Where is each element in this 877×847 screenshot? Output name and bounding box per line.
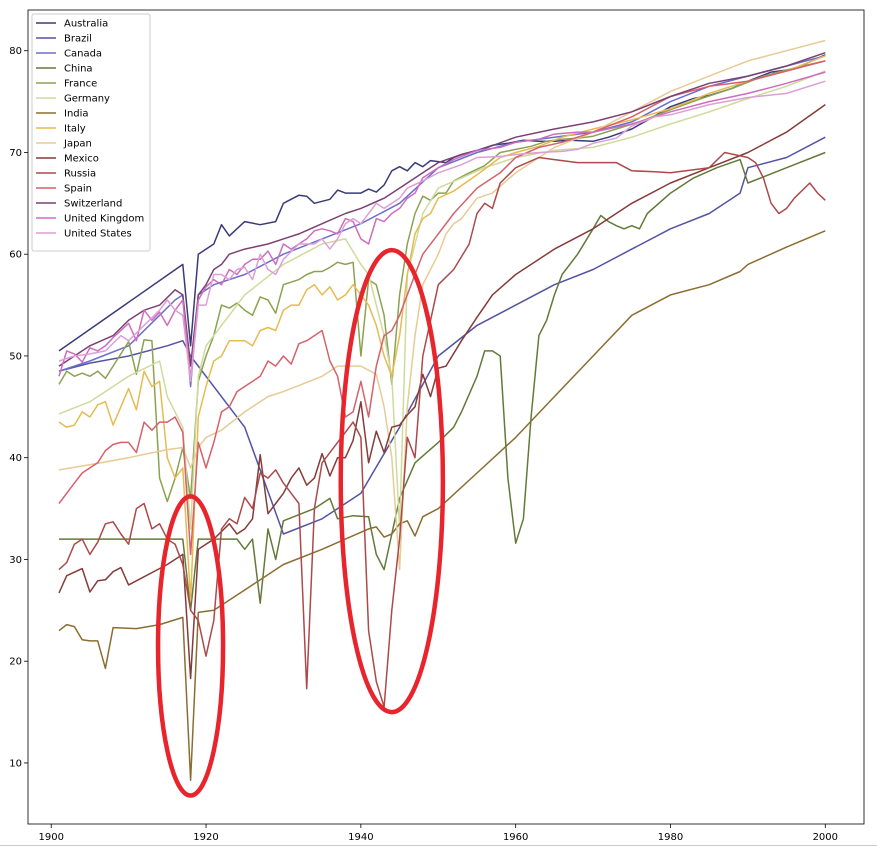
series-line-united-states (58, 80, 826, 383)
y-tick-label: 20 (9, 657, 22, 668)
legend-label-india: India (64, 109, 89, 120)
series-line-united-kingdom (58, 71, 826, 381)
x-tick-label: 1960 (503, 832, 528, 843)
y-tick-label: 50 (9, 351, 22, 362)
x-tick-label: 1980 (658, 832, 683, 843)
legend-label-france: France (64, 79, 97, 90)
legend-label-united-states: United States (64, 229, 132, 240)
legend-label-japan: Japan (63, 139, 92, 150)
legend-label-spain: Spain (64, 184, 92, 195)
legend-label-canada: Canada (64, 49, 102, 60)
series-line-italy (58, 55, 826, 601)
y-tick-label: 80 (9, 46, 22, 57)
legend-label-italy: Italy (64, 124, 86, 135)
y-tick-label: 10 (9, 758, 22, 769)
x-tick-label: 1940 (348, 832, 373, 843)
axes-frame (27, 9, 865, 825)
y-tick-label: 60 (9, 250, 22, 261)
legend-label-china: China (64, 64, 93, 75)
highlight-ellipse-2 (338, 247, 446, 715)
legend-label-germany: Germany (64, 94, 110, 105)
annotation-layer (155, 247, 446, 798)
series-line-china (59, 151, 826, 612)
legend-label-united-kingdom: United Kingdom (64, 214, 144, 225)
x-tick-label: 1920 (193, 832, 218, 843)
legend-label-switzerland: Switzerland (64, 199, 122, 210)
series-line-brazil (58, 136, 826, 535)
legend-label-australia: Australia (64, 19, 108, 30)
y-axis: 10 20 30 40 50 60 70 80 (9, 46, 28, 769)
legend-label-mexico: Mexico (64, 154, 99, 165)
series-line-india (58, 230, 826, 781)
series-line-germany (58, 70, 826, 530)
series-layer (58, 39, 826, 781)
legend-label-brazil: Brazil (64, 34, 92, 45)
y-tick-label: 40 (9, 453, 22, 464)
series-line-mexico (58, 103, 826, 680)
x-axis: 1900 1920 1940 1960 1980 2000 (38, 824, 838, 843)
y-tick-label: 30 (9, 555, 22, 566)
highlight-ellipse-1 (155, 494, 226, 798)
series-line-france (58, 60, 826, 503)
series-line-russia (58, 151, 826, 708)
legend-label-russia: Russia (64, 169, 96, 180)
legend: Australia Brazil Canada China France Germany I… (31, 13, 151, 252)
series-line-spain (58, 60, 826, 556)
plot-area (27, 9, 865, 825)
x-tick-label: 1900 (38, 832, 63, 843)
y-tick-label: 70 (9, 148, 22, 159)
series-line-switzerland (58, 51, 826, 367)
x-tick-label: 2000 (813, 832, 838, 843)
legend-box (31, 13, 151, 252)
